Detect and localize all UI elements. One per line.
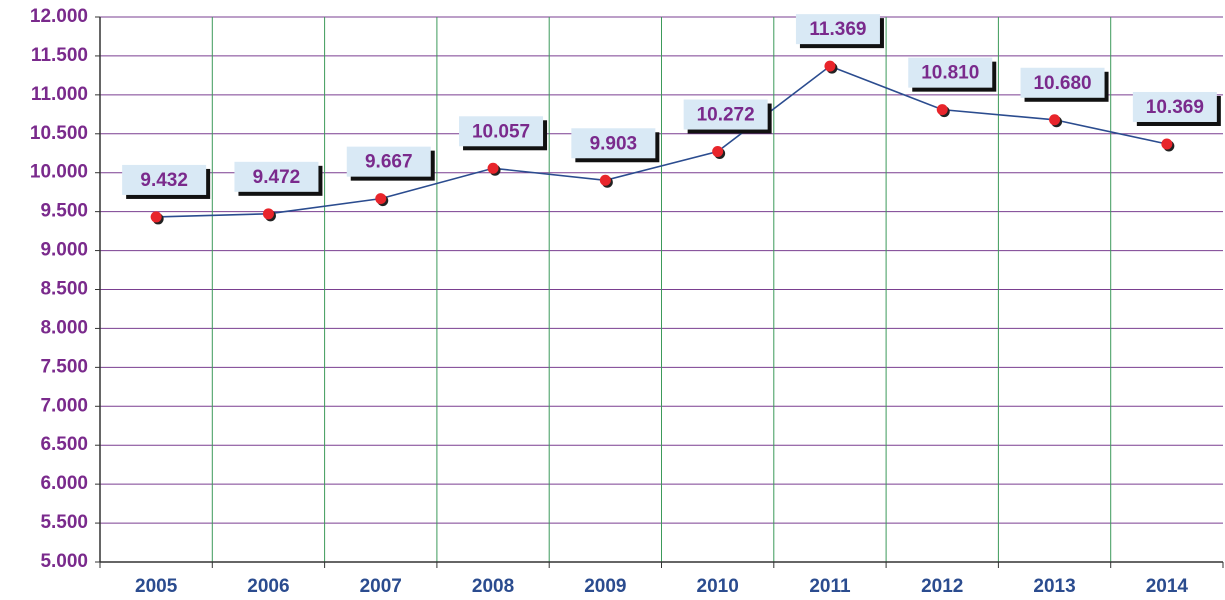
y-tick-label: 12.000 [30, 6, 88, 27]
y-tick-label: 7.000 [40, 395, 88, 416]
marker [1161, 138, 1173, 150]
y-tick-label: 9.000 [40, 240, 88, 261]
data-label: 9.903 [590, 133, 638, 154]
marker [1049, 114, 1061, 126]
data-label: 10.369 [1146, 97, 1204, 118]
x-tick-label: 2010 [697, 576, 739, 597]
data-label-box [1132, 91, 1217, 122]
marker [599, 174, 611, 186]
y-tick-label: 5.000 [40, 551, 88, 572]
data-label-box [234, 161, 319, 192]
y-tick-label: 8.500 [40, 279, 88, 300]
y-tick-label: 6.500 [40, 434, 88, 455]
line [156, 65, 1168, 218]
x-tick-label: 2006 [247, 576, 289, 597]
marker [375, 193, 387, 205]
x-tick-label: 2011 [809, 576, 851, 597]
data-label-box [346, 146, 431, 177]
data-label-box [571, 128, 656, 159]
marker [150, 211, 162, 223]
data-label-box [459, 116, 544, 147]
y-tick-label: 10.000 [30, 162, 88, 183]
x-tick-label: 2014 [1146, 576, 1189, 597]
x-tick-label: 2012 [921, 576, 963, 597]
data-label: 9.472 [253, 167, 301, 188]
data-label: 9.667 [365, 152, 413, 173]
y-tick-label: 9.500 [40, 201, 88, 222]
y-tick-label: 5.500 [40, 512, 88, 533]
marker [824, 60, 836, 72]
data-label: 10.057 [472, 121, 530, 142]
y-tick-label: 6.000 [40, 473, 88, 494]
marker [936, 104, 948, 116]
y-tick-label: 11.000 [31, 84, 88, 105]
x-tick-label: 2009 [584, 576, 626, 597]
data-label: 10.810 [921, 63, 979, 84]
y-tick-label: 7.500 [40, 356, 88, 377]
x-tick-label: 2005 [135, 576, 178, 597]
data-label-box [908, 57, 993, 88]
y-tick-label: 8.000 [40, 317, 88, 338]
data-label-box [683, 99, 768, 130]
y-tick-label: 11.500 [31, 45, 88, 66]
marker [262, 208, 274, 220]
x-tick-label: 2008 [472, 576, 514, 597]
data-label-box [795, 14, 880, 45]
data-label-box [1020, 67, 1105, 98]
x-tick-label: 2007 [360, 576, 402, 597]
x-tick-label: 2013 [1033, 576, 1075, 597]
data-label: 11.369 [809, 19, 866, 40]
data-label: 9.432 [140, 170, 188, 191]
data-label: 10.272 [697, 105, 755, 126]
marker [712, 146, 724, 158]
data-label-box [122, 164, 207, 195]
data-label: 10.680 [1033, 73, 1091, 94]
marker [487, 162, 499, 174]
y-tick-label: 10.500 [30, 123, 88, 144]
